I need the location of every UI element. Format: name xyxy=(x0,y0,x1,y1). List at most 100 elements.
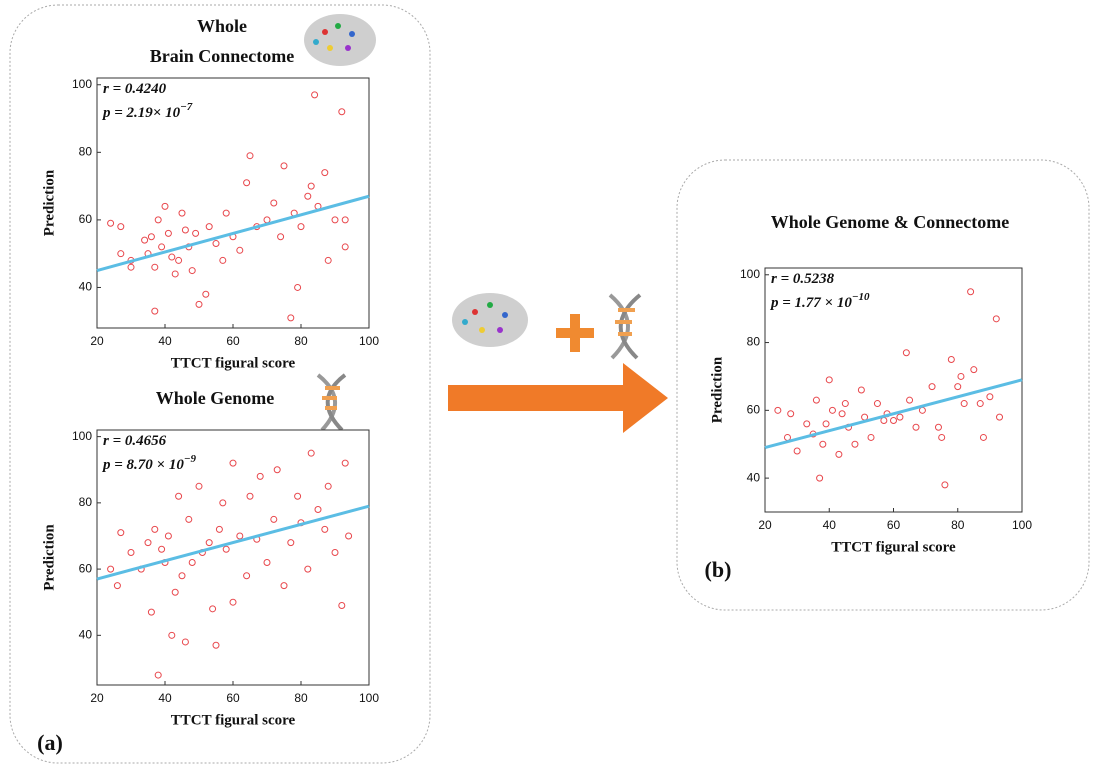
point xyxy=(341,216,349,224)
point xyxy=(934,423,942,431)
point xyxy=(107,219,115,227)
point xyxy=(314,505,322,513)
point xyxy=(960,400,968,408)
point xyxy=(816,474,824,482)
point xyxy=(141,236,149,244)
plot-area xyxy=(96,77,370,329)
annotation: r = 0.4656 xyxy=(103,433,167,449)
point xyxy=(280,582,288,590)
annotation-text: r = 0.4240 xyxy=(103,81,167,97)
point xyxy=(304,192,312,200)
point xyxy=(828,406,836,414)
point xyxy=(158,545,166,553)
point xyxy=(338,108,346,116)
y-tick-label: 60 xyxy=(79,212,93,226)
point xyxy=(986,393,994,401)
point xyxy=(229,598,237,606)
point xyxy=(294,492,302,500)
point xyxy=(793,447,801,455)
chart-title: Brain Connectome xyxy=(150,46,294,66)
point xyxy=(822,420,830,428)
point xyxy=(297,223,305,231)
point xyxy=(164,532,172,540)
fit-line xyxy=(764,378,1023,450)
point xyxy=(171,270,179,278)
point xyxy=(144,539,152,547)
y-tick-label: 100 xyxy=(740,267,760,281)
x-tick-label: 20 xyxy=(90,691,104,705)
point xyxy=(341,243,349,251)
point xyxy=(825,376,833,384)
point xyxy=(324,256,332,264)
point xyxy=(243,572,251,580)
point xyxy=(147,233,155,241)
annotation-exponent: −10 xyxy=(852,291,870,303)
point xyxy=(195,482,203,490)
point xyxy=(205,539,213,547)
point xyxy=(280,162,288,170)
point xyxy=(219,499,227,507)
point xyxy=(307,449,315,457)
point xyxy=(158,243,166,251)
point xyxy=(147,608,155,616)
point xyxy=(954,383,962,391)
point xyxy=(857,386,865,394)
x-tick-label: 60 xyxy=(226,691,240,705)
point xyxy=(178,209,186,217)
point xyxy=(307,182,315,190)
point xyxy=(273,466,281,474)
y-tick-label: 80 xyxy=(79,144,93,158)
point xyxy=(803,420,811,428)
y-tick-label: 60 xyxy=(747,403,761,417)
x-axis-label: TTCT figural score xyxy=(171,355,296,371)
y-axis-label: Prediction xyxy=(41,169,57,236)
x-axis-label: TTCT figural score xyxy=(171,712,296,728)
point xyxy=(270,199,278,207)
point xyxy=(851,440,859,448)
x-tick-label: 100 xyxy=(359,691,379,705)
y-tick-label: 40 xyxy=(79,627,93,641)
y-tick-label: 40 xyxy=(79,280,93,294)
point xyxy=(256,472,264,480)
y-axis-label: Prediction xyxy=(41,524,57,591)
brain-icon xyxy=(304,14,376,66)
point xyxy=(246,492,254,500)
point xyxy=(192,229,200,237)
point xyxy=(321,525,329,533)
point xyxy=(270,515,278,523)
x-tick-label: 100 xyxy=(1012,518,1032,532)
point xyxy=(873,400,881,408)
point xyxy=(117,529,125,537)
annotation-text: p = 8.70 × 10 xyxy=(101,457,184,473)
x-tick-label: 60 xyxy=(887,518,901,532)
annotation-exponent: −9 xyxy=(184,453,197,465)
point xyxy=(819,440,827,448)
point xyxy=(171,588,179,596)
point xyxy=(151,525,159,533)
annotation: p = 8.70 × 10−9 xyxy=(101,453,197,474)
point xyxy=(812,396,820,404)
point xyxy=(867,433,875,441)
point xyxy=(304,565,312,573)
point xyxy=(236,246,244,254)
annotation: p = 1.77 × 10−10 xyxy=(769,291,870,312)
x-tick-label: 80 xyxy=(294,334,308,348)
point xyxy=(188,558,196,566)
point xyxy=(331,216,339,224)
point xyxy=(890,417,897,424)
x-tick-label: 80 xyxy=(294,691,308,705)
y-tick-label: 60 xyxy=(79,561,93,575)
point xyxy=(209,605,217,613)
point xyxy=(324,482,332,490)
point xyxy=(835,450,843,458)
annotation-text: p = 2.19× 10 xyxy=(101,105,181,121)
point xyxy=(902,349,910,357)
point xyxy=(331,549,339,557)
panel-label: (a) xyxy=(37,730,63,755)
point xyxy=(113,582,121,590)
point xyxy=(970,366,978,374)
panel-frame xyxy=(9,4,431,764)
panel-label: (b) xyxy=(705,557,732,582)
point xyxy=(996,413,1004,421)
point xyxy=(117,250,125,258)
